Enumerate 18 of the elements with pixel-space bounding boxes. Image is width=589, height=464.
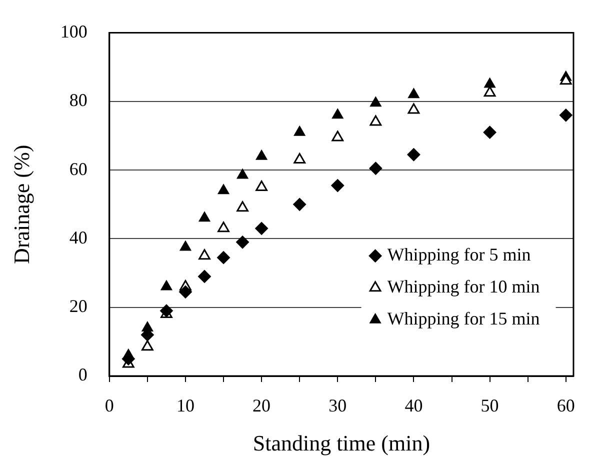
- legend-label: Whipping for 15 min: [387, 308, 540, 329]
- y-axis-title: Drainage (%): [8, 144, 34, 264]
- x-tick-label: 10: [176, 396, 194, 416]
- y-tick-label: 40: [69, 227, 88, 248]
- x-tick-label: 50: [480, 396, 499, 416]
- x-tick-label: 20: [252, 396, 271, 416]
- y-tick-label: 80: [69, 90, 88, 110]
- y-tick-label: 20: [69, 296, 88, 316]
- y-tick-label: 60: [69, 158, 88, 179]
- x-tick-label: 30: [328, 396, 347, 416]
- x-tick-label: 0: [104, 396, 114, 416]
- x-tick-label: 60: [556, 396, 575, 416]
- x-tick-label: 40: [404, 396, 423, 416]
- y-tick-label: 100: [60, 22, 88, 42]
- x-axis-title: Standing time (min): [252, 430, 430, 456]
- y-tick-label: 0: [78, 364, 88, 385]
- legend-label: Whipping for 10 min: [387, 276, 540, 297]
- legend-label: Whipping for 5 min: [387, 244, 531, 265]
